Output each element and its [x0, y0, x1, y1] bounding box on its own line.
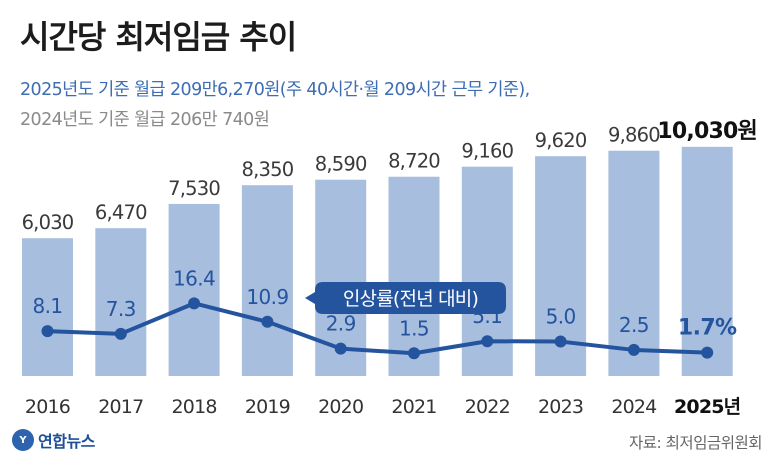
- rate-point: [334, 342, 347, 355]
- rate-value-label: 7.3: [106, 297, 136, 321]
- chart-title: 시간당 최저임금 추이: [20, 18, 297, 56]
- rate-point: [554, 335, 567, 348]
- rate-value-label: 2.9: [326, 312, 356, 336]
- rate-value-label: 16.4: [173, 266, 215, 290]
- bar-2018: [168, 203, 220, 376]
- rate-value-label: 8.1: [32, 294, 62, 318]
- x-tick-label: 2025년: [674, 396, 740, 418]
- bar-2021: [388, 176, 440, 376]
- rate-line: [47, 301, 708, 356]
- bar-value-label: 8,350: [241, 158, 293, 181]
- bar-value-label: 9,620: [535, 129, 587, 152]
- bar-2019: [241, 185, 293, 376]
- bar-2016: [22, 238, 73, 376]
- rate-legend-box: [305, 282, 506, 314]
- rate-value-label: 10.9: [246, 285, 288, 309]
- rate-point: [701, 346, 714, 359]
- subtitle-2025: 2025년도 기준 월급 209만6,270원(주 40시간·월 209시간 근…: [20, 80, 530, 100]
- rate-value-label: 1.7%: [678, 316, 737, 341]
- yonhap-logo-text: 연합뉴스: [38, 432, 95, 451]
- yonhap-logo: Y 연합뉴스: [12, 428, 95, 452]
- x-tick-label: 2016: [25, 396, 70, 418]
- bar-2017: [95, 228, 147, 376]
- rate-legend: 인상률(전년 대비): [305, 282, 506, 314]
- bar-value-label: 10,030원: [657, 119, 757, 144]
- bar-value-label: 9,160: [461, 140, 513, 163]
- x-tick-label: 2017: [98, 396, 143, 418]
- bar-value-label: 7,530: [168, 177, 220, 200]
- rate-point: [408, 347, 420, 360]
- subtitle-2024: 2024년도 기준 월급 206만 740원: [20, 110, 270, 130]
- bar-value-label: 9,860: [608, 124, 660, 147]
- rate-point: [41, 325, 54, 338]
- bar-value-label: 6,030: [22, 211, 74, 234]
- rate-legend-label: 인상률(전년 대비): [343, 288, 478, 310]
- yonhap-logo-icon: Y: [12, 429, 34, 451]
- x-tick-label: 2020: [318, 396, 363, 418]
- x-tick-label: 2024: [611, 396, 657, 418]
- rate-point: [481, 335, 494, 348]
- rate-value-label: 1.5: [399, 316, 429, 340]
- x-tick-label: 2021: [391, 396, 436, 418]
- rate-point: [114, 327, 127, 340]
- source-note: 자료: 최저임금위원회: [629, 434, 763, 452]
- rate-point: [261, 315, 274, 328]
- x-tick-label: 2022: [465, 396, 510, 418]
- rate-point: [188, 297, 201, 310]
- bar-2025년: [681, 146, 733, 376]
- x-tick-label: 2023: [538, 396, 583, 418]
- rate-value-label: 5.0: [546, 305, 576, 329]
- x-tick-label: 2019: [245, 396, 290, 418]
- rate-point: [627, 343, 640, 356]
- bar-value-label: 6,470: [95, 201, 147, 224]
- bar-2024: [608, 150, 660, 376]
- rate-value-label: 2.5: [619, 313, 649, 337]
- bar-value-label: 8,720: [388, 150, 440, 173]
- bar-value-label: 8,590: [315, 153, 367, 176]
- x-tick-label: 2018: [172, 396, 217, 418]
